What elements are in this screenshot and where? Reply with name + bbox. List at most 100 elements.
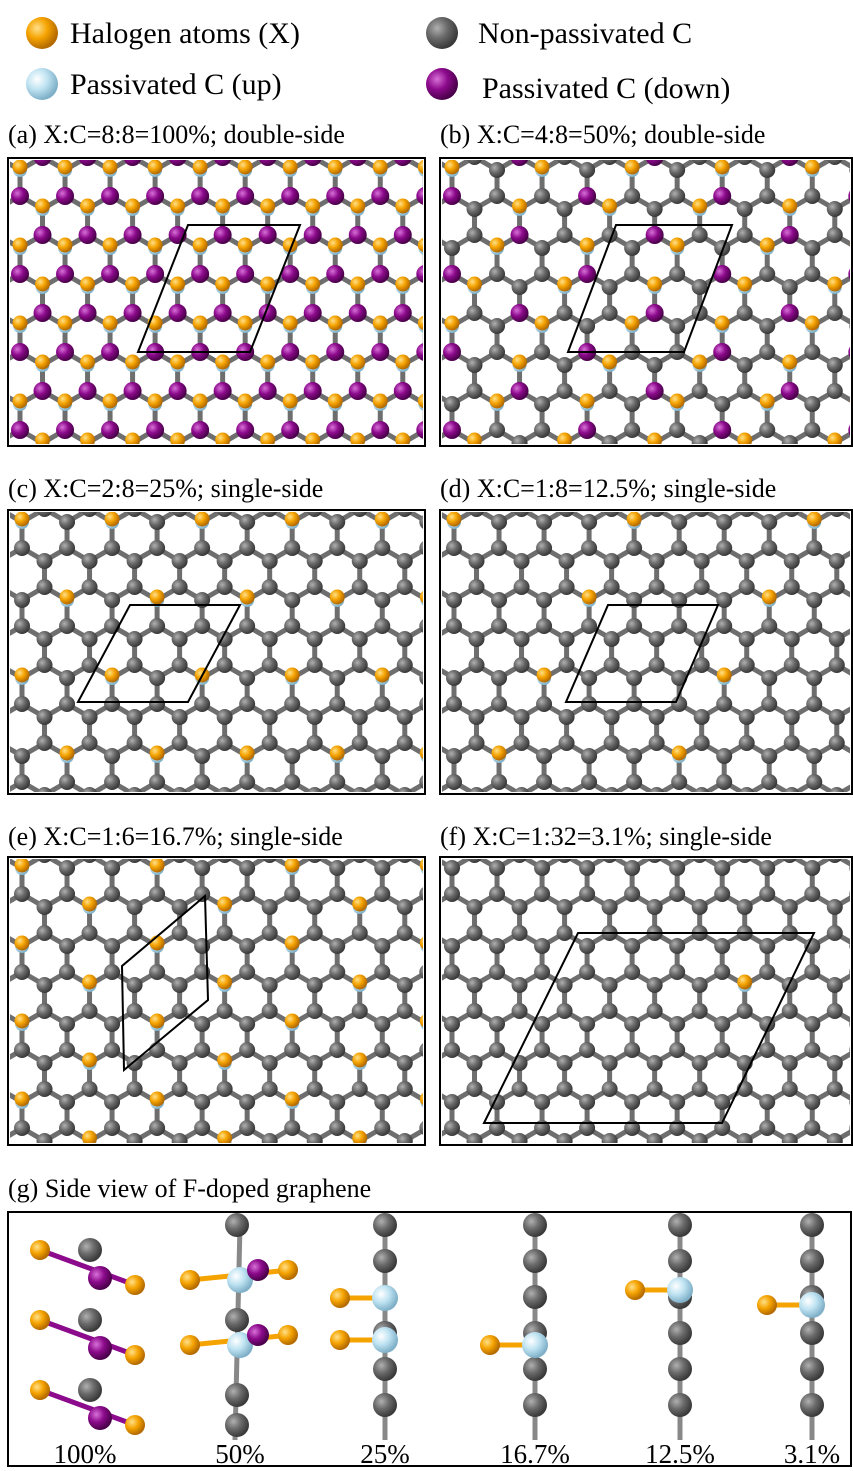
carbon-atom <box>217 859 232 863</box>
carbon-atom <box>804 1042 821 1058</box>
carbon-atom <box>829 475 845 491</box>
halogen-atom <box>217 1130 233 1143</box>
carbon-atom <box>781 435 798 444</box>
carbon-atom <box>671 540 688 556</box>
halogen-atom <box>419 590 423 604</box>
carbon-atom <box>558 579 575 595</box>
carbon-atom <box>82 512 97 517</box>
carbon-atom <box>239 860 256 876</box>
carbon-atom <box>761 748 778 764</box>
carbon-atom <box>126 657 143 673</box>
halogen-atom <box>782 198 798 214</box>
carbon-atom <box>691 435 708 444</box>
halogen-atom <box>170 354 186 370</box>
legend-swatch <box>26 17 58 49</box>
halogen-atom <box>489 237 505 253</box>
halogen-atom <box>669 393 685 409</box>
carbon-atom <box>126 709 143 725</box>
carbon-atom <box>559 787 574 792</box>
carbon-atom <box>423 813 439 829</box>
bond <box>836 859 850 867</box>
carbon-atom <box>0 1159 7 1175</box>
carbon-atom <box>446 748 462 764</box>
carbon-atom <box>469 512 484 517</box>
carbon-atom <box>396 1003 413 1019</box>
carbon-atom <box>804 1094 821 1110</box>
carbon-atom <box>558 553 575 569</box>
carbon-atom <box>669 422 686 438</box>
carbon-atom <box>466 383 483 399</box>
halogen-atom <box>0 355 5 370</box>
carbon-atom <box>149 964 166 980</box>
carbon-atom <box>352 859 367 863</box>
carbon-atom <box>826 1133 843 1143</box>
carbon-atom <box>14 964 30 980</box>
carbon-atom <box>284 592 301 608</box>
carbon-atom <box>172 859 187 863</box>
carbon-atom <box>601 305 618 321</box>
carbon-atom <box>36 1003 53 1019</box>
bond <box>404 781 423 792</box>
carbon-atom <box>194 1120 211 1136</box>
carbon-atom <box>534 1094 551 1110</box>
passivated-carbon-down <box>348 226 367 244</box>
carbon-atom <box>352 475 368 491</box>
carbon-atom <box>419 887 423 901</box>
halogen-atom <box>602 198 618 214</box>
carbon-atom <box>534 964 551 980</box>
carbon-atom <box>826 227 843 243</box>
halogen-atom <box>125 432 141 444</box>
carbon-atom <box>783 553 800 569</box>
carbon-atom <box>714 886 731 902</box>
halogen-atom <box>849 399 850 403</box>
halogen-atom <box>35 354 51 370</box>
carbon-atom <box>396 1081 413 1097</box>
halogen-atom <box>30 1240 50 1260</box>
halogen-atom <box>372 160 388 175</box>
halogen-atom <box>260 432 276 444</box>
carbon-atom <box>489 1042 506 1058</box>
carbon-atom <box>239 696 256 712</box>
carbon-atom <box>397 475 413 491</box>
passivated-carbon-down <box>781 160 799 166</box>
carbon-atom <box>374 618 391 634</box>
carbon-atom <box>466 357 483 373</box>
carbon-atom <box>761 670 778 686</box>
passivated-carbon-down <box>146 421 165 439</box>
carbon-atom <box>396 709 413 725</box>
carbon-atom <box>691 1055 708 1071</box>
passivated-carbon-down <box>236 265 255 283</box>
carbon-atom <box>736 201 753 217</box>
carbon-atom <box>826 977 843 993</box>
passivated-carbon-down <box>33 382 52 400</box>
halogen-atom <box>284 1091 300 1107</box>
halogen-atom <box>419 936 423 950</box>
carbon-atom <box>806 696 823 712</box>
carbon-atom <box>216 1003 233 1019</box>
carbon-atom <box>804 422 821 438</box>
halogen-atom <box>215 276 231 292</box>
passivated-carbon-down <box>0 304 6 322</box>
carbon-atom <box>736 1133 753 1143</box>
carbon-atom <box>468 735 485 751</box>
carbon-atom <box>149 1042 166 1058</box>
carbon-atom <box>59 514 76 530</box>
carbon-atom <box>0 1081 7 1097</box>
carbon-atom <box>0 475 7 491</box>
panel-frame <box>7 509 426 795</box>
carbon-atom <box>149 696 166 712</box>
unit-cell <box>564 604 720 703</box>
carbon-atom <box>261 899 278 915</box>
carbon-atom <box>194 618 211 634</box>
halogen-atom <box>761 589 777 605</box>
panel-caption: (b) X:C=4:8=50%; double-side <box>440 120 765 149</box>
halogen-atom <box>217 1052 233 1068</box>
carbon-atom <box>149 1120 166 1136</box>
carbon-atom <box>194 748 211 764</box>
halogen-atom <box>260 198 276 214</box>
carbon-atom <box>804 938 821 954</box>
carbon-atom <box>716 540 733 556</box>
halogen-atom <box>647 432 663 444</box>
carbon-atom <box>171 709 188 725</box>
carbon-atom <box>800 1249 824 1273</box>
